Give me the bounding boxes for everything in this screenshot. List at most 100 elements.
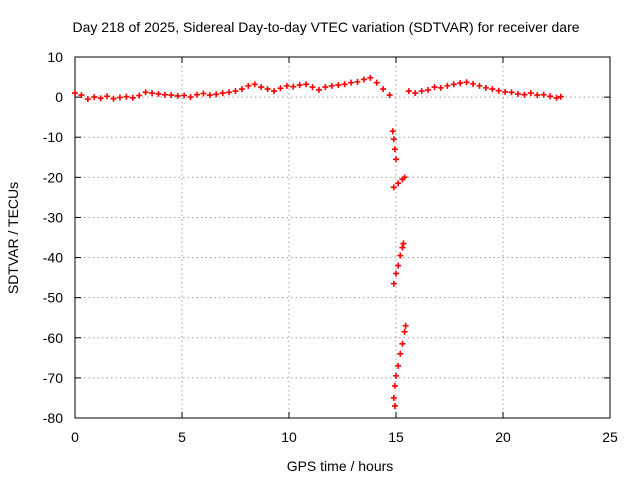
data-point: [341, 81, 348, 88]
data-point: [226, 89, 233, 96]
data-point: [271, 88, 278, 95]
data-point: [450, 81, 457, 88]
data-point: [547, 93, 554, 100]
data-point: [457, 80, 464, 87]
data-point: [402, 322, 409, 329]
data-point: [444, 82, 451, 89]
data-point: [348, 79, 355, 86]
x-tick-label: 20: [495, 429, 511, 445]
y-tick-label: -40: [43, 250, 63, 266]
data-point: [181, 92, 188, 99]
x-tick-label: 25: [602, 429, 618, 445]
data-point: [437, 84, 444, 91]
data-point: [251, 81, 258, 88]
data-point: [401, 328, 408, 335]
data-point: [142, 89, 149, 96]
data-point: [309, 84, 316, 91]
data-point: [553, 94, 560, 101]
y-axis-label: SDTVAR / TECUs: [5, 182, 21, 294]
data-point: [155, 90, 162, 97]
data-point: [400, 240, 407, 247]
data-point: [508, 89, 515, 96]
y-tick-label: -70: [43, 370, 63, 386]
axis-ticks: 0 5 10 15 20 25 10 0 -10 -20 -30 -40 -50 -60 -70 -80: [43, 49, 618, 445]
data-point: [401, 174, 408, 181]
y-tick-label: -10: [43, 129, 63, 145]
data-point: [315, 86, 322, 93]
y-tick-label: -20: [43, 169, 63, 185]
data-point: [123, 93, 130, 100]
data-point: [354, 78, 361, 85]
data-point: [395, 362, 402, 369]
data-point: [391, 402, 398, 409]
data-point: [476, 82, 483, 89]
data-point: [393, 270, 399, 277]
data-point: [399, 340, 406, 347]
data-point: [84, 96, 91, 103]
data-point: [200, 90, 207, 97]
data-point: [386, 92, 393, 99]
data-point: [367, 74, 374, 81]
data-point: [502, 88, 509, 95]
x-axis-label: GPS time / hours: [287, 458, 394, 474]
data-point: [397, 252, 404, 259]
data-point: [405, 88, 412, 95]
chart-title: Day 218 of 2025, Sidereal Day-to-day VTE…: [72, 19, 579, 35]
data-point: [373, 79, 380, 86]
data-point: [296, 82, 303, 89]
data-point: [527, 90, 534, 97]
y-tick-label: 10: [47, 49, 63, 65]
data-point: [534, 92, 541, 99]
data-point: [206, 92, 213, 99]
data-point: [389, 128, 396, 135]
data-point: [335, 82, 342, 89]
data-point: [395, 180, 402, 187]
data-point: [116, 94, 123, 101]
y-tick-label: -60: [43, 330, 63, 346]
data-point: [187, 94, 194, 101]
data-point: [290, 83, 297, 90]
data-point: [264, 86, 271, 93]
data-point: [397, 350, 404, 357]
data-point: [72, 90, 78, 97]
data-point: [521, 91, 528, 98]
data-point: [238, 86, 245, 93]
data-point: [390, 136, 397, 143]
data-point: [213, 91, 220, 98]
x-tick-label: 10: [281, 429, 297, 445]
data-point: [161, 91, 168, 98]
x-tick-label: 0: [71, 429, 79, 445]
data-point: [322, 84, 329, 91]
y-tick-label: -50: [43, 290, 63, 306]
y-tick-label: 0: [55, 89, 63, 105]
data-point: [393, 372, 399, 379]
data-point: [97, 95, 104, 102]
data-point: [495, 87, 502, 94]
data-point: [245, 82, 252, 89]
plot-frame: [74, 56, 611, 419]
data-point: [149, 90, 156, 97]
data-point: [174, 92, 181, 99]
data-point: [391, 382, 398, 389]
data-point: [193, 91, 200, 98]
data-point: [514, 90, 521, 97]
data-point: [431, 84, 438, 91]
x-tick-label: 15: [388, 429, 404, 445]
data-point: [391, 146, 398, 153]
data-point: [393, 156, 399, 163]
data-point: [390, 394, 397, 401]
data-point: [380, 86, 387, 93]
data-point: [258, 84, 265, 91]
data-point: [283, 82, 290, 89]
data-point: [104, 93, 111, 100]
data-point: [277, 85, 284, 92]
grid: [75, 57, 610, 418]
data-point: [136, 92, 143, 99]
data-point: [412, 90, 419, 97]
data-point: [489, 86, 496, 93]
data-point: [425, 86, 432, 93]
data-point: [463, 79, 470, 86]
data-point: [219, 90, 226, 97]
data-point: [390, 184, 397, 191]
